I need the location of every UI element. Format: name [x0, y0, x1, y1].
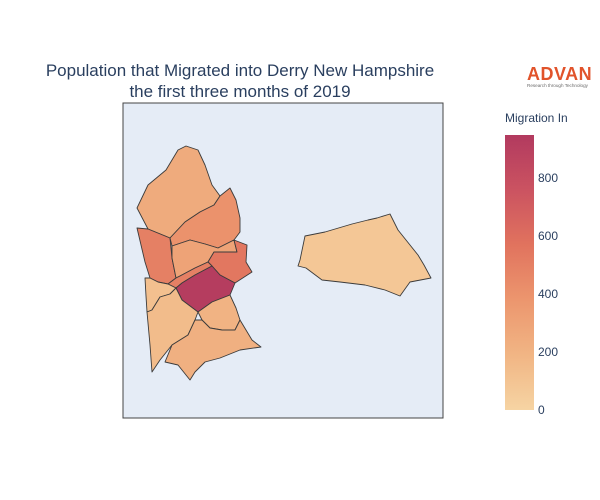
- region-south-east[interactable]: [164, 319, 262, 381]
- colorbar-tick-label: 800: [538, 171, 559, 186]
- colorbar-tick-label: 0: [538, 403, 545, 417]
- chart-title-line1: Population that Migrated into Derry New …: [45, 61, 435, 80]
- logo-wordmark: ADVAN: [527, 64, 593, 84]
- colorbar-tick-label: 200: [538, 345, 559, 360]
- region-southwest[interactable]: [146, 287, 199, 373]
- chart-title-line2: the first three months of 2019: [129, 82, 351, 101]
- colorbar-tick-label: 600: [538, 229, 559, 244]
- chart-title: Population that Migrated into Derry New …: [40, 60, 440, 102]
- colorbar-tick-label: 400: [538, 287, 559, 302]
- colorbar: [505, 135, 534, 410]
- logo-tagline: Research through Technology: [527, 83, 588, 88]
- colorbar-title: Migration In: [505, 111, 568, 125]
- region-east-detached[interactable]: [297, 213, 432, 297]
- advan-logo: ADVAN Research through Technology: [527, 65, 597, 89]
